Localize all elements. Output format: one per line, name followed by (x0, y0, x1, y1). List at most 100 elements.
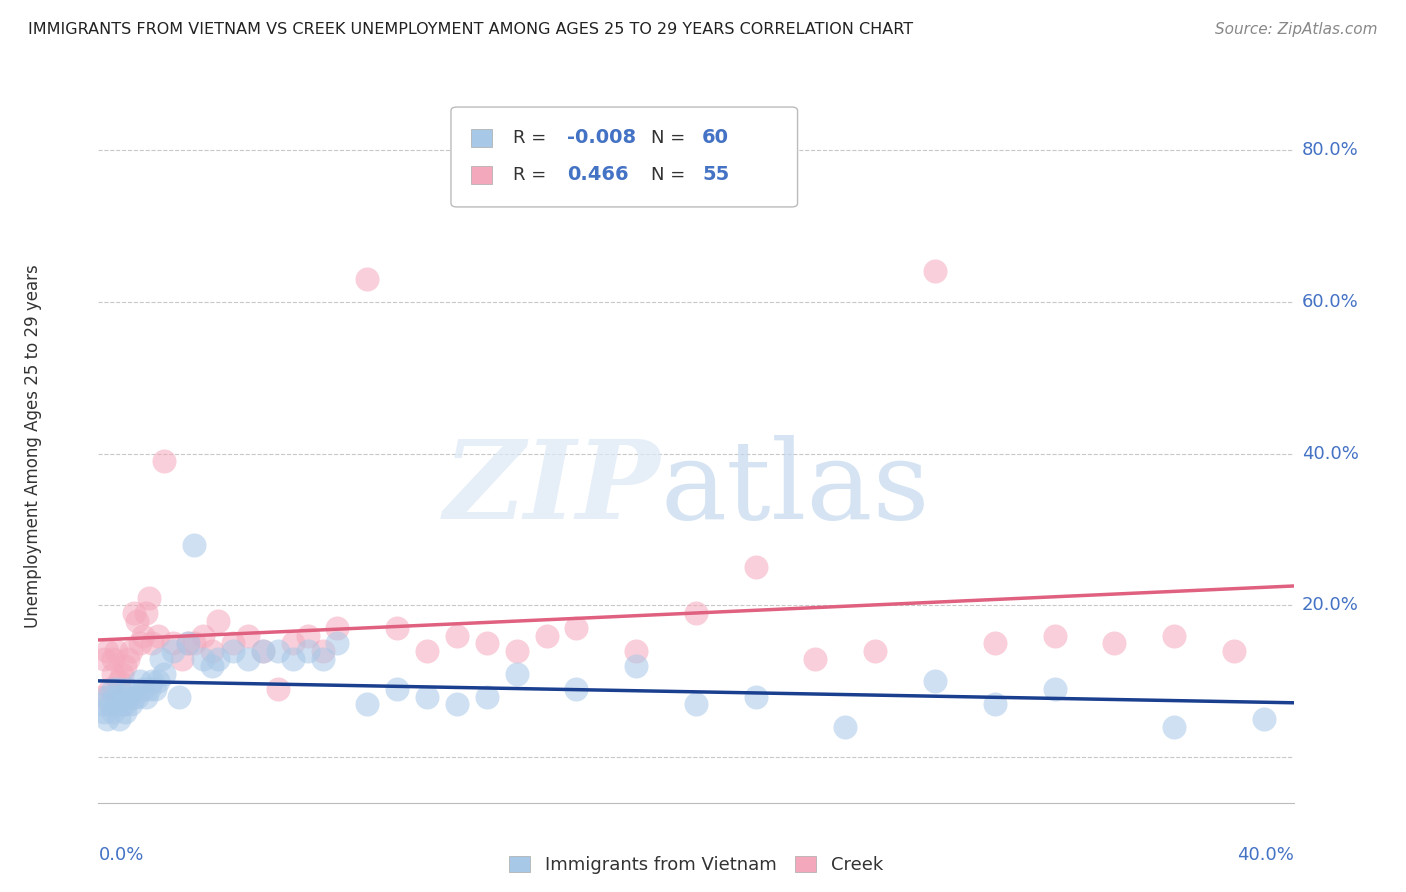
Point (191, 651, 214, 665)
Point (924, 264, 946, 278)
Point (385, 621, 409, 635)
Text: ZIP: ZIP (443, 435, 661, 542)
Point (111, 690, 134, 704)
Point (983, 636, 1005, 650)
Bar (471, 166, 492, 184)
Point (120, 697, 142, 711)
Point (446, 697, 468, 711)
Point (135, 606, 157, 620)
Text: 0.466: 0.466 (567, 165, 628, 185)
Point (281, 651, 304, 665)
Point (207, 651, 229, 665)
Point (506, 666, 529, 681)
Point (252, 644, 274, 658)
Point (90, 690, 112, 704)
Point (103, 681, 125, 696)
Point (311, 644, 333, 658)
Point (745, 690, 768, 704)
Point (153, 666, 176, 681)
Point (685, 697, 707, 711)
Point (111, 697, 134, 711)
Point (177, 636, 200, 650)
Text: N =: N = (651, 128, 690, 146)
Text: Source: ZipAtlas.com: Source: ZipAtlas.com (1215, 22, 1378, 37)
Point (183, 636, 205, 650)
Point (385, 681, 409, 696)
Point (924, 674, 946, 689)
Text: R =: R = (513, 166, 553, 184)
Point (132, 681, 155, 696)
Point (93, 705, 115, 719)
Point (103, 705, 125, 719)
Point (150, 651, 173, 665)
Point (222, 644, 245, 658)
Point (207, 614, 229, 628)
Text: 55: 55 (702, 165, 730, 185)
Point (1104, 636, 1126, 650)
Text: -0.008: -0.008 (567, 128, 636, 147)
Point (326, 636, 349, 650)
Text: IMMIGRANTS FROM VIETNAM VS CREEK UNEMPLOYMENT AMONG AGES 25 TO 29 YEARS CORRELAT: IMMIGRANTS FROM VIETNAM VS CREEK UNEMPLO… (28, 22, 914, 37)
Point (103, 666, 125, 681)
Point (506, 644, 529, 658)
Point (108, 681, 131, 696)
Point (129, 674, 152, 689)
Point (201, 659, 224, 673)
Point (143, 681, 166, 696)
Point (167, 690, 190, 704)
Point (124, 606, 146, 620)
Point (1163, 629, 1185, 643)
Point (416, 644, 439, 658)
Point (565, 621, 588, 635)
Point (138, 681, 160, 696)
Point (127, 614, 149, 628)
Point (236, 629, 259, 643)
Text: 40.0%: 40.0% (1237, 846, 1294, 863)
Point (356, 272, 378, 286)
Point (172, 651, 194, 665)
Point (108, 674, 131, 689)
Text: Unemployment Among Ages 25 to 29 years: Unemployment Among Ages 25 to 29 years (24, 264, 42, 628)
Text: 20.0%: 20.0% (1302, 597, 1358, 615)
Point (281, 636, 304, 650)
Point (117, 651, 139, 665)
Point (297, 629, 319, 643)
Point (177, 636, 200, 650)
Point (105, 644, 128, 658)
Point (135, 690, 157, 704)
Point (96, 690, 118, 704)
Point (96, 712, 118, 726)
Point (148, 629, 170, 643)
Text: 60: 60 (702, 128, 728, 147)
Point (475, 690, 498, 704)
Point (132, 629, 155, 643)
Point (1223, 644, 1246, 658)
Text: atlas: atlas (661, 435, 929, 542)
Point (267, 681, 290, 696)
Text: 60.0%: 60.0% (1302, 293, 1358, 310)
Point (153, 454, 176, 468)
Point (96, 644, 118, 658)
Text: R =: R = (513, 128, 553, 146)
Point (127, 690, 149, 704)
Point (565, 681, 588, 696)
Point (222, 636, 245, 650)
Point (98, 697, 122, 711)
FancyBboxPatch shape (451, 107, 797, 207)
Point (983, 697, 1005, 711)
Point (129, 636, 152, 650)
Point (297, 644, 319, 658)
Point (326, 621, 349, 635)
Point (108, 712, 131, 726)
Point (183, 538, 205, 552)
Point (141, 674, 163, 689)
Point (1043, 681, 1066, 696)
Legend: Immigrants from Vietnam, Creek: Immigrants from Vietnam, Creek (503, 850, 889, 880)
Point (1043, 629, 1066, 643)
Bar (471, 128, 492, 146)
Point (1253, 712, 1275, 726)
Point (446, 629, 468, 643)
Point (252, 644, 274, 658)
Text: 40.0%: 40.0% (1302, 444, 1358, 463)
Point (120, 644, 142, 658)
